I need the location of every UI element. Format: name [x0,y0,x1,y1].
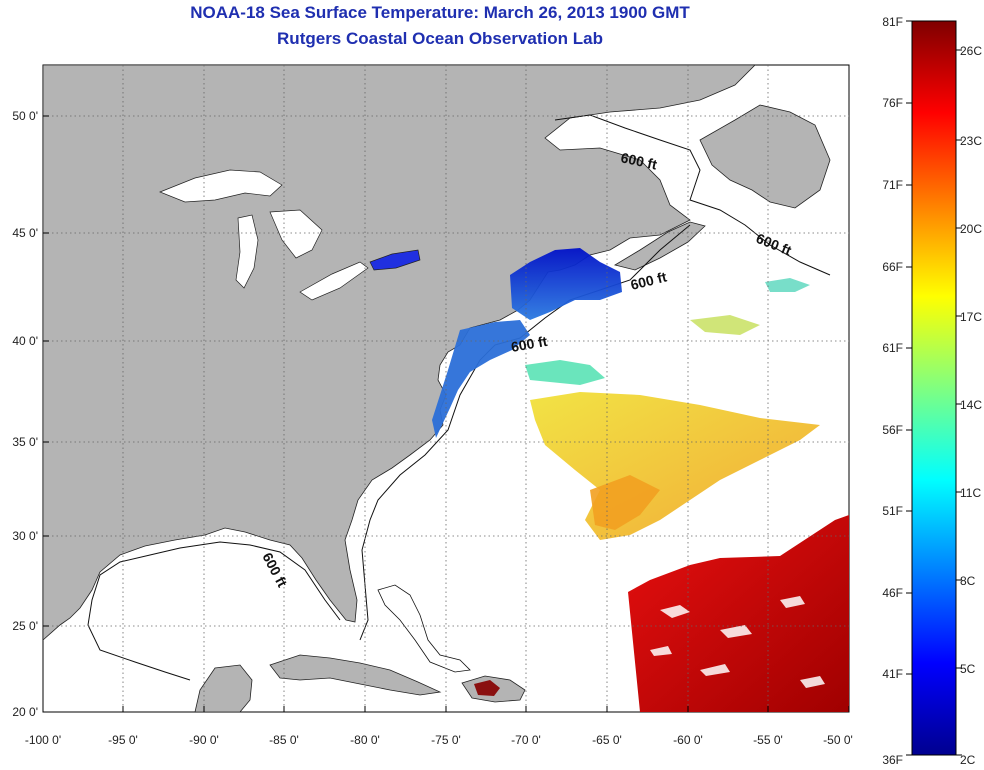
lon-label: -95 0' [108,733,138,747]
lon-label: -65 0' [592,733,622,747]
latitude-labels: 50 0' 45 0' 40 0' 35 0' 30 0' 25 0' 20 0… [12,109,38,719]
fahrenheit-label: 81F [882,15,903,29]
contour-label-1: 600 ft [619,149,658,172]
cuba-land [269,654,442,696]
yucatan-land [194,664,253,712]
lat-label: 25 0' [12,619,38,633]
colorbar-celsius-labels: 26C 23C 20C 17C 14C 11C 8C 5C 2C [960,44,982,767]
lon-label: -80 0' [350,733,380,747]
lon-label: -90 0' [189,733,219,747]
lat-label: 35 0' [12,435,38,449]
colorbar-fahrenheit-labels: 81F 76F 71F 66F 61F 56F 51F 46F 41F 36F [882,15,903,767]
colorbar [911,20,957,756]
celsius-label: 14C [960,398,982,412]
celsius-label: 11C [960,486,981,500]
sst-cyan-offshore [765,278,810,292]
lake-ontario [369,249,421,271]
fahrenheit-label: 41F [882,667,903,681]
colorbar-ticks [906,20,962,756]
lon-label: -100 0' [25,733,61,747]
longitude-labels: -100 0' -95 0' -90 0' -85 0' -80 0' -75 … [25,733,853,747]
lake-erie [299,261,369,301]
fahrenheit-label: 56F [882,423,903,437]
celsius-label: 2C [960,753,976,767]
lon-label: -75 0' [431,733,461,747]
celsius-label: 26C [960,44,982,58]
celsius-label: 23C [960,134,982,148]
map-title: NOAA-18 Sea Surface Temperature: March 2… [190,3,690,22]
celsius-label: 17C [960,310,982,324]
fahrenheit-label: 71F [882,178,903,192]
graticule [43,65,849,712]
shelf-contour-north [554,114,831,276]
lat-label: 20 0' [12,705,38,719]
lat-label: 45 0' [12,226,38,240]
lat-label: 40 0' [12,334,38,348]
lat-label: 30 0' [12,529,38,543]
fahrenheit-label: 36F [882,753,903,767]
celsius-label: 8C [960,574,976,588]
celsius-label: 20C [960,222,982,236]
lon-label: -85 0' [269,733,299,747]
fahrenheit-label: 66F [882,260,903,274]
contour-label-4: 600 ft [510,333,549,355]
shelf-contour-gulf [87,541,341,681]
lon-label: -70 0' [511,733,541,747]
sst-mid-atlantic-shelf [432,320,530,438]
fahrenheit-label: 46F [882,586,903,600]
fahrenheit-label: 61F [882,341,903,355]
cloud-gaps [650,596,825,688]
sst-cyan-patch [525,360,605,385]
lake-huron [269,209,323,259]
lon-label: -50 0' [823,733,853,747]
fahrenheit-label: 51F [882,504,903,518]
lake-superior [159,169,283,203]
lon-label: -60 0' [673,733,703,747]
fahrenheit-label: 76F [882,96,903,110]
celsius-label: 5C [960,662,976,676]
sst-hispaniola-warm [474,680,500,696]
sst-orange-band [590,475,660,530]
sst-warm-patch [628,515,849,712]
sst-green-streaks [690,315,760,335]
lon-label: -55 0' [753,733,783,747]
lat-label: 50 0' [12,109,38,123]
frame-ticks [42,115,850,713]
map-subtitle: Rutgers Coastal Ocean Observation Lab [277,29,603,48]
newfoundland-land [699,104,831,209]
sst-gulf-of-maine [510,248,622,320]
bahamas-bank [377,584,471,673]
